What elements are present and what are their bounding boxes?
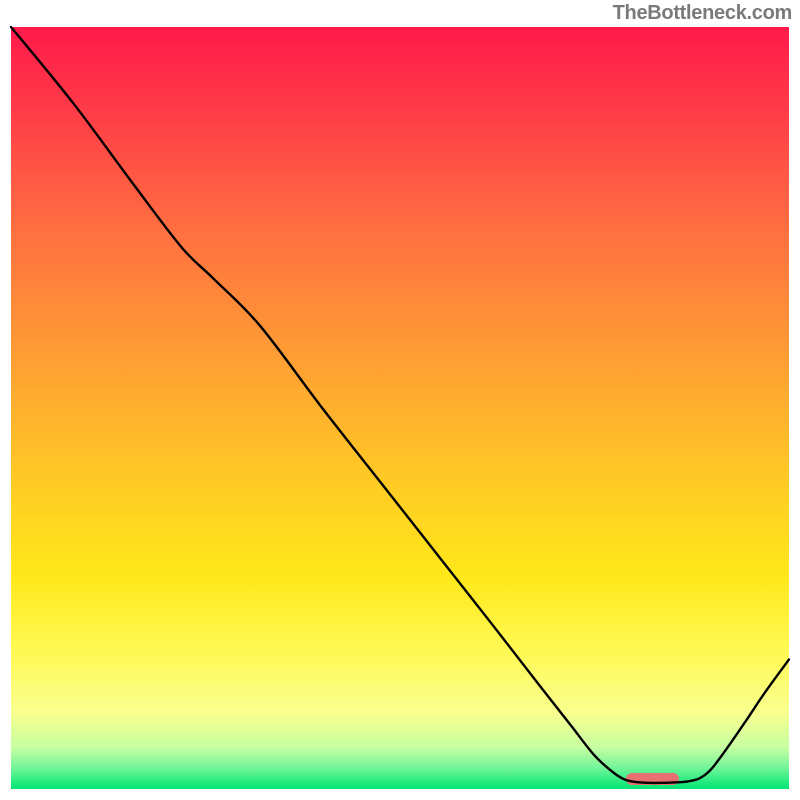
curve-path [11, 27, 789, 783]
plot-area [11, 27, 789, 789]
attribution-text: TheBottleneck.com [613, 2, 792, 25]
bottleneck-curve [11, 27, 789, 789]
